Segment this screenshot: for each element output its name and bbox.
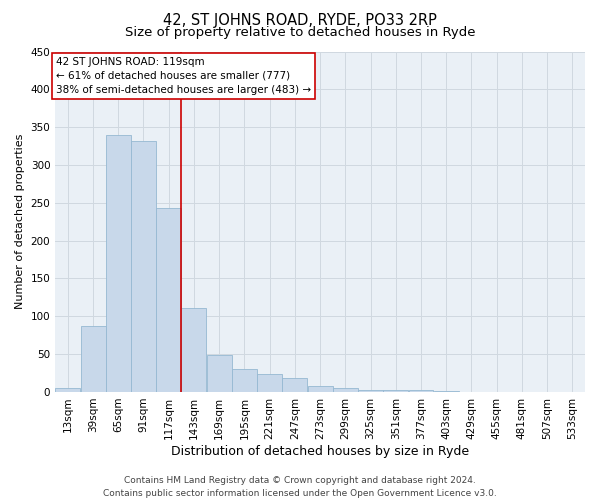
Bar	[181, 308, 206, 392]
Bar	[434, 391, 459, 392]
Bar	[131, 141, 156, 392]
Bar	[409, 390, 433, 392]
Bar	[232, 368, 257, 392]
Text: 42 ST JOHNS ROAD: 119sqm
← 61% of detached houses are smaller (777)
38% of semi-: 42 ST JOHNS ROAD: 119sqm ← 61% of detach…	[56, 57, 311, 95]
Bar	[283, 378, 307, 392]
Text: 42, ST JOHNS ROAD, RYDE, PO33 2RP: 42, ST JOHNS ROAD, RYDE, PO33 2RP	[163, 12, 437, 28]
Bar	[156, 208, 181, 392]
Bar	[80, 326, 106, 392]
Text: Size of property relative to detached houses in Ryde: Size of property relative to detached ho…	[125, 26, 475, 39]
Bar	[106, 134, 131, 392]
Text: Contains HM Land Registry data © Crown copyright and database right 2024.
Contai: Contains HM Land Registry data © Crown c…	[103, 476, 497, 498]
Bar	[55, 388, 80, 392]
X-axis label: Distribution of detached houses by size in Ryde: Distribution of detached houses by size …	[171, 444, 469, 458]
Bar	[358, 390, 383, 392]
Bar	[206, 355, 232, 392]
Y-axis label: Number of detached properties: Number of detached properties	[15, 134, 25, 310]
Bar	[257, 374, 282, 392]
Bar	[308, 386, 332, 392]
Bar	[333, 388, 358, 392]
Bar	[383, 390, 408, 392]
